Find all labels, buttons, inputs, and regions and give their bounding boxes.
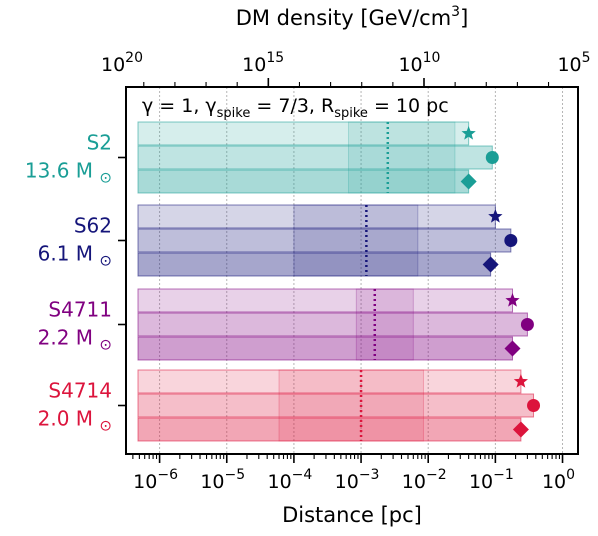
annotation-part-3: = 10 pc [368,95,449,117]
circle-marker-S4714 [527,399,541,412]
x-tick-label-6: 100 [542,467,575,493]
bars [137,121,535,442]
diamond-marker-S4714 [512,421,529,438]
shaded-ranges [278,121,456,442]
left-axis: S2 13.6 M ⊙ S62 6.1 M ⊙ S4711 2.2 M ⊙ S4714 2.0… [25,131,126,435]
mass-S2: 13.6 M ⊙ [25,159,112,187]
dotted-lines [359,122,390,441]
bar-S4714-0 [137,369,522,394]
x-axis-label: Distance [pc] [282,503,422,527]
diamond-marker-S62 [482,256,499,273]
plot-frame [125,86,579,455]
x-tick-label-2: 10−4 [267,467,312,493]
star-marker-S4714 [513,374,528,388]
top-axis-label: DM density [GeV/cm3] [236,4,469,30]
top-axis-label-sup: 3 [451,4,460,20]
shade-S2 [347,121,456,194]
bar-S4714-1 [137,393,535,418]
diamond-marker-S4711 [504,340,521,357]
top-tick-label-2: 1010 [398,50,440,76]
annotation-sub-1: spike [217,106,251,121]
star-marker-S62 [488,209,503,223]
bottom-axis: 10−6 10−5 10−4 10−3 10−2 10−1 100 [132,454,575,493]
bar-S62-2 [137,252,492,277]
parameter-annotation: γ = 1, γspike = 7/3, Rspike = 10 pc [142,95,449,121]
label-S2: S2 [87,131,112,155]
bar-S4711-1 [137,312,528,337]
bar-S2-2 [137,169,470,194]
bar-S62-1 [137,228,512,253]
bar-S4711-2 [137,336,514,361]
x-tick-label-5: 10−1 [469,467,514,493]
circle-marker-S62 [504,234,518,247]
diamond-marker-S2 [460,173,477,190]
x-tick-label-4: 10−2 [402,467,447,493]
mass-S62: 6.1 M ⊙ [38,242,112,270]
mass-S4711: 2.2 M ⊙ [38,326,112,354]
mass-S4714: 2.0 M ⊙ [38,407,112,435]
bar-S4711-0 [137,288,514,313]
bar-S4714-2 [137,417,522,442]
circle-marker-S4711 [520,318,534,331]
bar-S2-0 [137,121,470,146]
top-axis-label-end: ] [460,6,468,30]
circle-marker-S2 [485,151,499,164]
x-tick-label-0: 10−6 [133,467,178,493]
top-tick-label-3: 105 [557,50,590,76]
annotation-part-2: = 7/3, R [250,95,334,117]
bar-S2-1 [137,145,493,170]
top-axis-label-main: DM density [GeV/cm [236,6,451,30]
label-S4711: S4711 [48,298,112,322]
markers [460,126,541,438]
label-S62: S62 [74,214,112,238]
top-tick-label-0: 1020 [101,50,143,76]
x-tick-label-1: 10−5 [200,467,245,493]
top-axis: 1020 1015 1010 105 [101,50,591,87]
shade-S62 [293,204,419,277]
star-marker-S4711 [505,293,520,307]
top-tick-label-1: 1015 [242,50,284,76]
bar-S62-0 [137,204,496,229]
star-marker-S2 [461,126,476,140]
annotation-part-1: γ = 1, γ [142,95,217,117]
label-S4714: S4714 [48,379,112,403]
x-tick-label-3: 10−3 [335,467,380,493]
annotation-sub-2: spike [334,106,368,121]
